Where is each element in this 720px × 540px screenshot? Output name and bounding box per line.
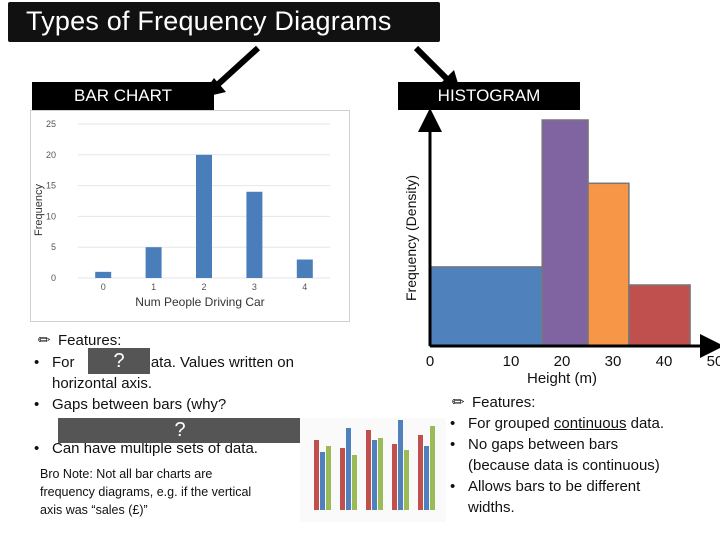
histogram-label: HISTOGRAM <box>398 82 580 110</box>
bar-chart-bullets: • For data. Values written on horizontal a… <box>30 352 340 459</box>
hist-bullet-1-prefix: For grouped <box>468 415 550 432</box>
bar-chart-ylabel: Frequency <box>33 184 45 236</box>
bar-bullet-1-cont: horizontal axis. <box>30 373 340 394</box>
bar-chart-xtick: 3 <box>252 282 257 292</box>
thumbnail-bar <box>320 452 325 510</box>
bar-chart-ytick: 15 <box>46 181 56 191</box>
histogram-features-heading-text: Features: <box>472 394 536 411</box>
thumbnail-bar <box>372 440 377 510</box>
page-title: Types of Frequency Diagrams <box>26 6 392 36</box>
thumbnail-bar <box>314 440 319 510</box>
hist-bullet-3-line1: Allows bars to be different <box>468 478 641 495</box>
bar-bullet-1-prefix: For <box>52 354 75 371</box>
thumbnail-bar <box>424 446 429 510</box>
bar-chart-ytick: 0 <box>51 273 56 283</box>
histogram-ylabel: Frequency (Density) <box>403 175 419 301</box>
hist-bullet-3: • Allows bars to be different <box>450 478 641 495</box>
thumbnail-bar <box>404 450 409 510</box>
multi-series-chart-thumbnail <box>300 418 446 522</box>
histogram-features-heading: ✏ Features: <box>446 392 716 413</box>
hist-bullet-3-line2: widths. <box>468 499 515 516</box>
histogram-chart: Frequency (Density) 0 10 20 30 40 50 Height (… <box>403 108 720 387</box>
histogram-xtick: 40 <box>656 353 673 370</box>
thumbnail-bar <box>346 428 351 510</box>
histogram-xtick: 0 <box>426 353 434 370</box>
pencil-icon: ✏ <box>452 394 465 411</box>
bar-chart-bar <box>196 154 212 278</box>
bro-note-label: Bro Note: <box>40 467 93 481</box>
thumbnail-bar <box>378 438 383 510</box>
bar-chart-ytick: 10 <box>46 211 56 221</box>
features-heading-text: Features: <box>58 332 122 349</box>
histogram-xtick: 20 <box>554 353 571 370</box>
histogram-xtick: 10 <box>503 353 520 370</box>
title-background <box>8 2 440 42</box>
hist-bullet-3-cont: widths. <box>446 497 716 518</box>
thumbnail-bar <box>326 446 331 510</box>
bar-bullet-2-text: Gaps between bars (why? <box>52 396 227 413</box>
hist-bullet-1-suffix: data. <box>630 415 664 432</box>
hist-bullet-2-cont: (because data is continuous) <box>446 455 716 476</box>
bar-chart-xtick: 1 <box>151 282 156 292</box>
hist-bullet-2: • No gaps between bars <box>450 436 619 453</box>
thumbnail-bar <box>392 444 397 510</box>
hist-bullet-1-emph: continuous <box>553 415 627 432</box>
pencil-icon: ✏ <box>38 332 51 349</box>
bro-note: Bro Note: Not all bar charts are frequen… <box>40 465 262 519</box>
bar-chart-features-heading: ✏ Features: <box>36 330 336 351</box>
bar-chart-ytick: 20 <box>46 150 56 160</box>
arrow-to-histogram <box>413 45 451 83</box>
histogram-features: ✏ Features: • For grouped continuous data… <box>446 392 716 518</box>
hidden-answer-box-2[interactable]: ? <box>58 418 302 443</box>
bro-note-text: Not all bar charts are frequency diagram… <box>40 467 252 517</box>
bar-bullet-1: • For data. Values written on <box>34 354 294 371</box>
bar-chart-bar <box>145 247 162 278</box>
thumbnail-bar <box>352 455 357 510</box>
histogram-bar <box>628 284 691 347</box>
bar-chart-bar <box>296 259 313 278</box>
hist-bullet-2-line2: (because data is continuous) <box>468 457 660 474</box>
thumbnail-bar <box>430 426 435 510</box>
histogram-bar <box>587 182 630 347</box>
bar-chart-xtick: 2 <box>201 282 206 292</box>
histogram-bar <box>541 119 589 347</box>
bar-chart-xlabel: Num People Driving Car <box>135 295 264 309</box>
bar-bullet-3: • Can have multiple sets of data. <box>34 440 258 457</box>
bar-chart-ytick: 5 <box>51 242 56 252</box>
histogram-xlabel: Height (m) <box>527 370 597 387</box>
histogram-bar <box>429 266 543 347</box>
histogram-xtick: 50 <box>707 353 720 370</box>
bar-chart-xtick: 0 <box>101 282 106 292</box>
thumbnail-bar <box>418 435 423 510</box>
hist-bullet-2-line1: No gaps between bars <box>468 436 619 453</box>
bar-bullet-1-line2: horizontal axis. <box>52 375 153 392</box>
bar-bullet-1-suffix: data. Values written on <box>142 354 294 371</box>
bar-chart-bar <box>95 271 112 278</box>
bar-bullet-2: • Gaps between bars (why? <box>34 396 227 413</box>
thumbnail-bar <box>398 420 403 510</box>
arrow-to-bar-chart <box>211 45 261 91</box>
thumbnail-bar <box>340 448 345 510</box>
bar-chart-ytick: 25 <box>46 119 56 129</box>
histogram-xtick: 30 <box>605 353 622 370</box>
bar-chart-bar <box>246 191 263 278</box>
hidden-answer-box-1[interactable]: ? <box>88 348 150 374</box>
hist-bullet-1: • For grouped continuous data. <box>450 415 664 432</box>
bar-chart-xtick: 4 <box>302 282 307 292</box>
bar-bullet-3-text: Can have multiple sets of data. <box>52 440 258 457</box>
thumbnail-bar <box>366 430 371 510</box>
bar-chart-features: ✏ Features: <box>36 330 336 351</box>
title-bar: Types of Frequency Diagrams <box>0 0 720 46</box>
bar-chart: 0 5 10 15 20 25 0 1 2 3 4 Frequency Num People Dri… <box>30 110 350 322</box>
bar-chart-label: BAR CHART <box>32 82 214 110</box>
